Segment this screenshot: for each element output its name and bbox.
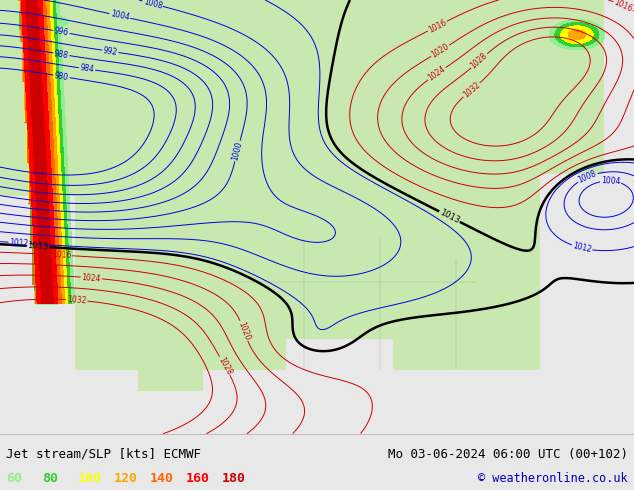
Text: 1008: 1008 — [142, 0, 163, 10]
Text: 1016: 1016 — [427, 18, 448, 34]
Text: 160: 160 — [186, 472, 210, 485]
Text: 996: 996 — [53, 26, 70, 38]
Text: 100: 100 — [78, 472, 102, 485]
Text: 992: 992 — [103, 46, 118, 57]
Text: 1028: 1028 — [469, 51, 489, 71]
Text: 1020: 1020 — [236, 320, 252, 342]
Text: 180: 180 — [222, 472, 246, 485]
Text: 1013: 1013 — [27, 242, 49, 252]
Text: © weatheronline.co.uk: © weatheronline.co.uk — [479, 472, 628, 485]
Text: 1004: 1004 — [601, 176, 621, 186]
Text: 1028: 1028 — [216, 355, 233, 376]
Text: 1032: 1032 — [462, 80, 482, 99]
Text: 140: 140 — [150, 472, 174, 485]
Text: 1012: 1012 — [572, 242, 592, 255]
Text: 1016: 1016 — [51, 250, 72, 260]
Text: 984: 984 — [79, 63, 94, 74]
Text: 80: 80 — [42, 472, 58, 485]
Text: 60: 60 — [6, 472, 22, 485]
Text: 988: 988 — [54, 49, 69, 60]
Text: 1016: 1016 — [613, 0, 634, 14]
Text: 1012: 1012 — [10, 238, 29, 248]
Text: 120: 120 — [114, 472, 138, 485]
Text: 1020: 1020 — [430, 42, 451, 60]
Text: 1024: 1024 — [81, 272, 101, 283]
Text: 1000: 1000 — [231, 141, 244, 162]
Text: Mo 03-06-2024 06:00 UTC (00+102): Mo 03-06-2024 06:00 UTC (00+102) — [388, 448, 628, 461]
Text: 980: 980 — [54, 71, 69, 82]
Text: 1024: 1024 — [426, 65, 447, 83]
Text: Jet stream/SLP [kts] ECMWF: Jet stream/SLP [kts] ECMWF — [6, 448, 201, 461]
Text: 1008: 1008 — [577, 169, 598, 185]
Text: 1013: 1013 — [438, 208, 461, 225]
Text: 1004: 1004 — [110, 9, 130, 23]
Text: 1032: 1032 — [67, 295, 87, 305]
